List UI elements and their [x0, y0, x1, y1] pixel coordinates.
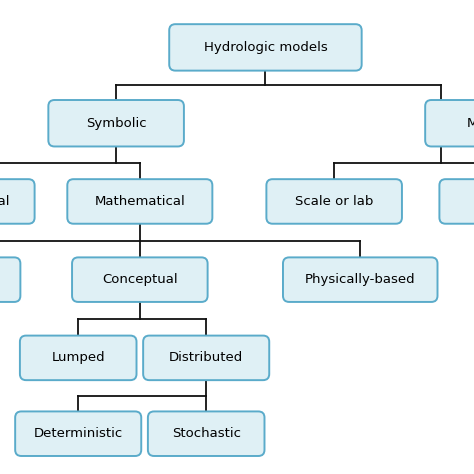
- FancyBboxPatch shape: [283, 257, 438, 302]
- FancyBboxPatch shape: [148, 411, 264, 456]
- Text: Symbolic: Symbolic: [86, 117, 146, 130]
- FancyBboxPatch shape: [169, 24, 362, 71]
- Text: Physically-based: Physically-based: [305, 273, 416, 286]
- FancyBboxPatch shape: [48, 100, 184, 146]
- FancyBboxPatch shape: [266, 179, 402, 224]
- Text: Lumped: Lumped: [51, 351, 105, 365]
- Text: ematical: ematical: [0, 195, 10, 208]
- FancyBboxPatch shape: [20, 336, 137, 380]
- Text: Mate: Mate: [467, 117, 474, 130]
- FancyBboxPatch shape: [439, 179, 474, 224]
- FancyBboxPatch shape: [15, 411, 141, 456]
- Text: Hydrologic models: Hydrologic models: [203, 41, 328, 54]
- Text: Stochastic: Stochastic: [172, 427, 241, 440]
- FancyBboxPatch shape: [67, 179, 212, 224]
- FancyBboxPatch shape: [72, 257, 208, 302]
- Text: Scale or lab: Scale or lab: [295, 195, 374, 208]
- Text: Conceptual: Conceptual: [102, 273, 178, 286]
- FancyBboxPatch shape: [425, 100, 474, 146]
- Text: Distributed: Distributed: [169, 351, 243, 365]
- Text: Deterministic: Deterministic: [34, 427, 123, 440]
- FancyBboxPatch shape: [0, 257, 20, 302]
- Text: Mathematical: Mathematical: [94, 195, 185, 208]
- FancyBboxPatch shape: [143, 336, 269, 380]
- FancyBboxPatch shape: [0, 179, 35, 224]
